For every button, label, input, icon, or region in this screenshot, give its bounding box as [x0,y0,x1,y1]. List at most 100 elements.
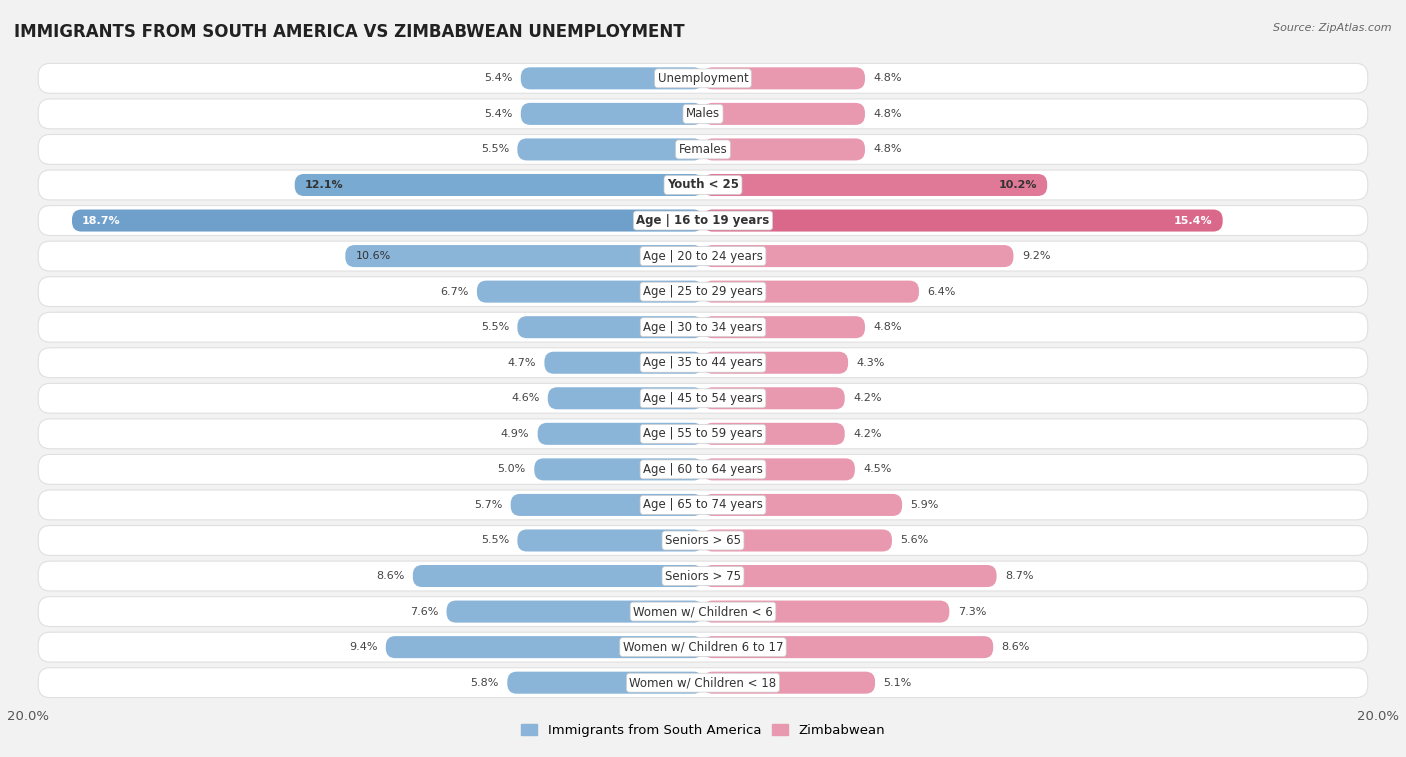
FancyBboxPatch shape [38,347,1368,378]
Text: 5.4%: 5.4% [484,109,512,119]
FancyBboxPatch shape [385,636,703,658]
Text: 7.3%: 7.3% [957,606,986,617]
Text: 9.2%: 9.2% [1022,251,1050,261]
Text: Women w/ Children 6 to 17: Women w/ Children 6 to 17 [623,640,783,653]
Text: 4.3%: 4.3% [856,358,884,368]
FancyBboxPatch shape [703,139,865,160]
FancyBboxPatch shape [38,312,1368,342]
Text: Age | 60 to 64 years: Age | 60 to 64 years [643,463,763,476]
Text: 4.6%: 4.6% [510,394,540,403]
Text: 4.7%: 4.7% [508,358,536,368]
FancyBboxPatch shape [703,174,1047,196]
FancyBboxPatch shape [38,206,1368,235]
Text: 9.4%: 9.4% [349,642,377,652]
Text: 8.6%: 8.6% [375,571,405,581]
Text: 15.4%: 15.4% [1174,216,1212,226]
Text: 7.6%: 7.6% [409,606,439,617]
Text: 5.0%: 5.0% [498,464,526,475]
FancyBboxPatch shape [38,490,1368,520]
Text: 4.8%: 4.8% [873,109,901,119]
Text: Youth < 25: Youth < 25 [666,179,740,192]
FancyBboxPatch shape [534,458,703,481]
FancyBboxPatch shape [517,139,703,160]
FancyBboxPatch shape [520,103,703,125]
FancyBboxPatch shape [703,388,845,410]
Text: 4.8%: 4.8% [873,145,901,154]
FancyBboxPatch shape [517,529,703,552]
FancyBboxPatch shape [38,632,1368,662]
Text: IMMIGRANTS FROM SOUTH AMERICA VS ZIMBABWEAN UNEMPLOYMENT: IMMIGRANTS FROM SOUTH AMERICA VS ZIMBABW… [14,23,685,41]
FancyBboxPatch shape [703,458,855,481]
FancyBboxPatch shape [38,597,1368,627]
FancyBboxPatch shape [295,174,703,196]
Text: 10.6%: 10.6% [356,251,391,261]
Text: Women w/ Children < 6: Women w/ Children < 6 [633,605,773,618]
FancyBboxPatch shape [517,316,703,338]
Text: 5.1%: 5.1% [883,678,911,687]
FancyBboxPatch shape [477,281,703,303]
Text: 5.6%: 5.6% [900,535,928,546]
Text: Age | 65 to 74 years: Age | 65 to 74 years [643,498,763,512]
Text: Males: Males [686,107,720,120]
FancyBboxPatch shape [703,600,949,622]
FancyBboxPatch shape [703,281,920,303]
Text: 4.5%: 4.5% [863,464,891,475]
Text: 6.7%: 6.7% [440,287,468,297]
Text: Age | 55 to 59 years: Age | 55 to 59 years [643,428,763,441]
Text: 5.7%: 5.7% [474,500,502,510]
FancyBboxPatch shape [703,103,865,125]
Text: 5.5%: 5.5% [481,322,509,332]
FancyBboxPatch shape [703,423,845,445]
Legend: Immigrants from South America, Zimbabwean: Immigrants from South America, Zimbabwea… [516,719,890,743]
FancyBboxPatch shape [703,494,903,516]
FancyBboxPatch shape [508,671,703,693]
FancyBboxPatch shape [38,525,1368,556]
Text: 12.1%: 12.1% [305,180,343,190]
FancyBboxPatch shape [38,561,1368,591]
Text: Source: ZipAtlas.com: Source: ZipAtlas.com [1274,23,1392,33]
FancyBboxPatch shape [544,352,703,374]
Text: 5.9%: 5.9% [911,500,939,510]
FancyBboxPatch shape [38,419,1368,449]
Text: 8.6%: 8.6% [1001,642,1031,652]
FancyBboxPatch shape [38,277,1368,307]
FancyBboxPatch shape [703,316,865,338]
Text: 4.2%: 4.2% [853,394,882,403]
FancyBboxPatch shape [38,99,1368,129]
Text: 18.7%: 18.7% [82,216,121,226]
Text: Age | 25 to 29 years: Age | 25 to 29 years [643,285,763,298]
Text: Age | 35 to 44 years: Age | 35 to 44 years [643,357,763,369]
FancyBboxPatch shape [38,454,1368,484]
FancyBboxPatch shape [703,636,993,658]
FancyBboxPatch shape [510,494,703,516]
FancyBboxPatch shape [38,383,1368,413]
Text: 6.4%: 6.4% [928,287,956,297]
Text: Unemployment: Unemployment [658,72,748,85]
FancyBboxPatch shape [537,423,703,445]
Text: 5.8%: 5.8% [471,678,499,687]
Text: Seniors > 65: Seniors > 65 [665,534,741,547]
Text: Age | 16 to 19 years: Age | 16 to 19 years [637,214,769,227]
Text: 4.2%: 4.2% [853,428,882,439]
FancyBboxPatch shape [703,565,997,587]
Text: Females: Females [679,143,727,156]
Text: Women w/ Children < 18: Women w/ Children < 18 [630,676,776,689]
FancyBboxPatch shape [703,529,891,552]
FancyBboxPatch shape [38,135,1368,164]
FancyBboxPatch shape [38,64,1368,93]
FancyBboxPatch shape [548,388,703,410]
FancyBboxPatch shape [72,210,703,232]
FancyBboxPatch shape [703,210,1223,232]
FancyBboxPatch shape [703,352,848,374]
Text: 4.9%: 4.9% [501,428,529,439]
Text: 8.7%: 8.7% [1005,571,1033,581]
FancyBboxPatch shape [38,170,1368,200]
FancyBboxPatch shape [38,668,1368,698]
FancyBboxPatch shape [38,241,1368,271]
Text: 5.4%: 5.4% [484,73,512,83]
Text: 5.5%: 5.5% [481,535,509,546]
Text: Age | 45 to 54 years: Age | 45 to 54 years [643,392,763,405]
FancyBboxPatch shape [413,565,703,587]
FancyBboxPatch shape [346,245,703,267]
Text: Age | 20 to 24 years: Age | 20 to 24 years [643,250,763,263]
